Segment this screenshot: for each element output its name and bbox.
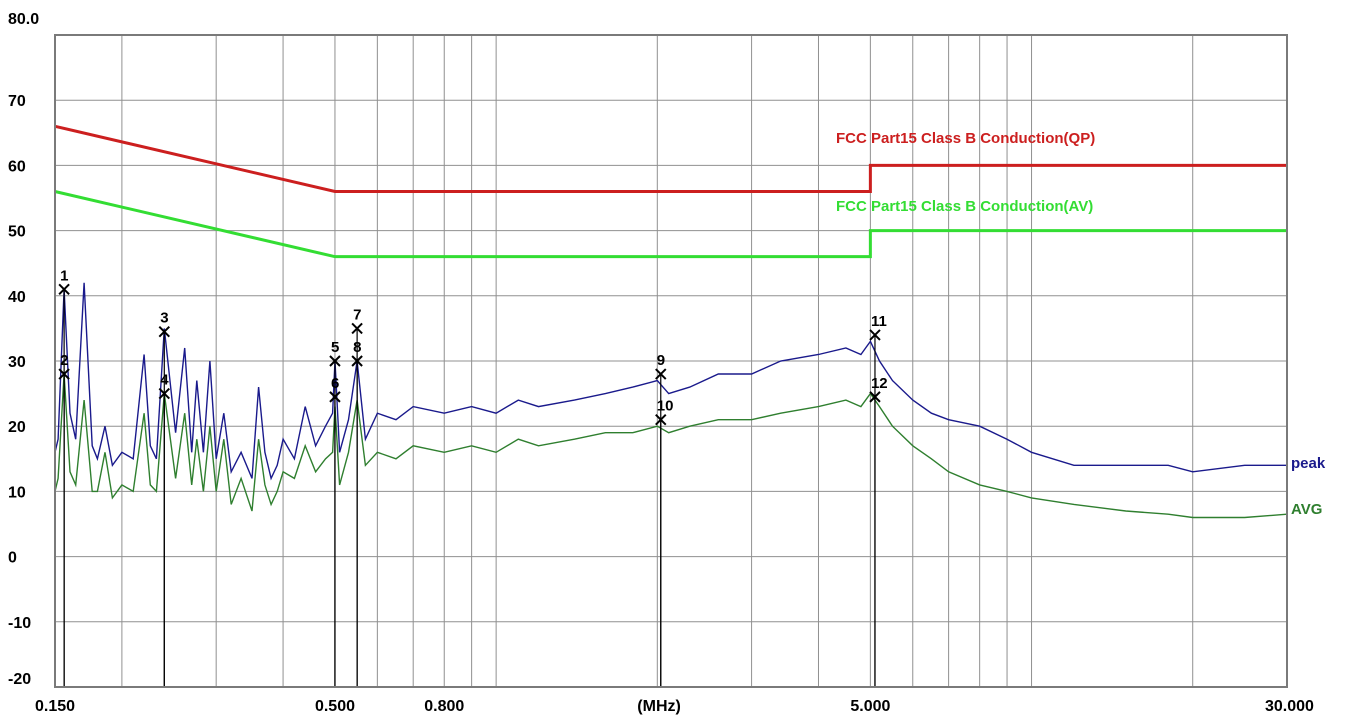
marker-x bbox=[58, 283, 70, 295]
y-tick-label: 30 bbox=[8, 354, 26, 371]
y-tick-label: -10 bbox=[8, 615, 31, 632]
marker-x bbox=[869, 329, 881, 341]
marker-label: 3 bbox=[160, 310, 168, 327]
marker-label: 11 bbox=[871, 313, 887, 330]
measurement-traces: peak AVG bbox=[54, 282, 1326, 519]
x-tick-label: 0.800 bbox=[424, 698, 464, 715]
marker-label: 2 bbox=[60, 352, 68, 369]
y-tick-label: 40 bbox=[8, 289, 26, 306]
marker-label: 7 bbox=[353, 306, 361, 323]
marker-x-stroke bbox=[158, 387, 170, 400]
x-tick-label: (MHz) bbox=[637, 698, 681, 715]
limit-line bbox=[54, 124, 1287, 193]
marker-x-stroke bbox=[351, 355, 363, 367]
marker-x bbox=[655, 368, 667, 380]
trace-label: AVG bbox=[1291, 501, 1322, 518]
marker-x bbox=[869, 391, 881, 403]
marker-label: 10 bbox=[657, 398, 674, 415]
y-tick-label: -20 bbox=[8, 671, 31, 688]
y-tick-label: 0 bbox=[8, 550, 17, 567]
marker-label: 12 bbox=[871, 375, 888, 392]
marker-label: 4 bbox=[160, 372, 169, 389]
marker-x bbox=[58, 368, 70, 380]
marker-x bbox=[329, 391, 341, 403]
marker-label: 8 bbox=[353, 339, 361, 356]
marker-x-stroke bbox=[158, 325, 170, 338]
marker-x bbox=[158, 325, 170, 338]
trace-line bbox=[54, 373, 1288, 519]
limit-label: FCC Part15 Class B Conduction(QP) bbox=[836, 130, 1095, 147]
marker-x bbox=[655, 413, 667, 426]
marker-label: 9 bbox=[657, 352, 665, 369]
y-tick-label: 60 bbox=[8, 158, 26, 175]
marker-x-stroke bbox=[869, 329, 881, 341]
y-tick-label: 70 bbox=[8, 93, 26, 110]
marker-label: 1 bbox=[60, 267, 68, 284]
marker-x-stroke bbox=[869, 391, 881, 403]
x-tick-label: 0.150 bbox=[35, 698, 75, 715]
limit-label: FCC Part15 Class B Conduction(AV) bbox=[836, 198, 1093, 215]
marker-x-stroke bbox=[655, 368, 667, 380]
axis-labels: 80.0 70 60 50 40 30 20 10 0 -10 -200.150 0.500 0.800… bbox=[8, 11, 1314, 715]
marker-x bbox=[329, 355, 341, 367]
y-tick-label: 20 bbox=[8, 419, 26, 436]
marker-x-stroke bbox=[329, 355, 341, 367]
x-tick-label: 30.000 bbox=[1265, 698, 1314, 715]
marker-x-stroke bbox=[351, 322, 363, 335]
limit-lines: FCC Part15 Class B Conduction(QP) FCC Par… bbox=[54, 124, 1287, 259]
marker-x-stroke bbox=[655, 413, 667, 426]
limit-line bbox=[54, 190, 1287, 259]
trace-label: peak bbox=[1291, 455, 1326, 472]
x-tick-label: 5.000 bbox=[850, 698, 890, 715]
marker-x bbox=[158, 387, 170, 400]
marker-x bbox=[351, 322, 363, 335]
marker-label: 6 bbox=[331, 375, 339, 392]
marker-x-stroke bbox=[329, 391, 341, 403]
y-tick-label: 10 bbox=[8, 484, 26, 501]
y-tick-label: 80.0 bbox=[8, 11, 39, 28]
trace-line bbox=[54, 282, 1287, 481]
y-tick-label: 50 bbox=[8, 224, 26, 241]
marker-x bbox=[351, 355, 363, 367]
x-tick-label: 0.500 bbox=[315, 698, 355, 715]
marker-label: 5 bbox=[331, 339, 339, 356]
plot-frame bbox=[54, 34, 1288, 688]
marker-x-stroke bbox=[58, 283, 70, 295]
marker-x-stroke bbox=[58, 368, 70, 380]
